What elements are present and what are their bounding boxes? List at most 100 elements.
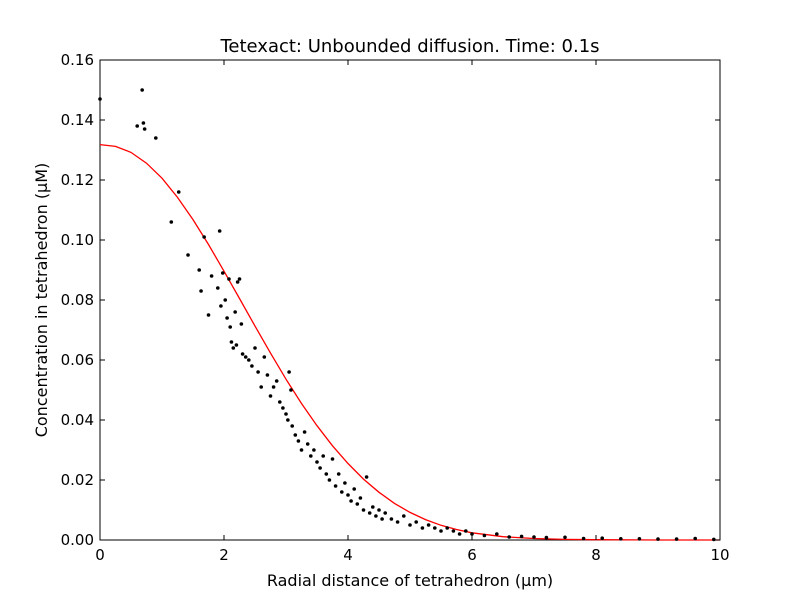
data-point-10 xyxy=(199,289,203,293)
data-point-78 xyxy=(389,517,394,521)
x-ticks: 0 2 4 6 8 10 xyxy=(95,60,730,564)
data-point-13 xyxy=(209,274,214,278)
data-point-7 xyxy=(176,190,181,194)
data-point-57 xyxy=(321,454,326,458)
chart-title: Tetexact: Unbounded diffusion. Time: 0.1… xyxy=(219,36,599,57)
y-tick-label: 0.14 xyxy=(61,111,94,129)
data-point-62 xyxy=(336,472,341,476)
data-point-54 xyxy=(312,448,316,452)
x-tick-label: 10 xyxy=(710,546,729,564)
data-point-11 xyxy=(202,235,206,239)
data-point-101 xyxy=(619,537,623,541)
model-curve-line xyxy=(99,143,720,541)
x-axis-label: Radial distance of tetrahedron (μm) xyxy=(267,571,553,590)
data-point-79 xyxy=(395,520,400,524)
data-point-53 xyxy=(309,454,313,458)
data-point-70 xyxy=(361,508,366,512)
data-point-4 xyxy=(142,127,147,131)
data-point-39 xyxy=(271,385,276,389)
x-tick-label: 6 xyxy=(467,546,477,564)
data-point-16 xyxy=(219,304,223,308)
data-point-61 xyxy=(333,484,338,488)
y-tick-label: 0.10 xyxy=(61,231,94,249)
data-point-59 xyxy=(327,478,332,482)
data-point-41 xyxy=(278,400,282,404)
data-point-18 xyxy=(223,298,228,302)
y-ticks: 0.00 0.02 0.04 0.06 0.08 0.10 0.12 0.14 0.16 xyxy=(61,51,720,549)
data-point-32 xyxy=(250,364,254,368)
data-point-12 xyxy=(206,313,211,317)
data-point-45 xyxy=(287,370,291,374)
data-point-56 xyxy=(318,466,322,470)
data-point-95 xyxy=(519,534,524,539)
data-point-105 xyxy=(693,536,697,541)
y-tick-label: 0.00 xyxy=(61,531,94,549)
data-point-47 xyxy=(290,424,295,428)
data-point-74 xyxy=(374,514,378,518)
data-point-17 xyxy=(220,271,225,275)
data-point-30 xyxy=(243,355,248,359)
data-point-48 xyxy=(293,433,298,437)
data-point-44 xyxy=(286,418,290,422)
data-point-84 xyxy=(426,523,431,527)
data-point-76 xyxy=(380,517,384,521)
data-point-42 xyxy=(281,406,285,410)
data-point-20 xyxy=(227,277,231,281)
data-point-1 xyxy=(135,124,139,128)
y-tick-label: 0.06 xyxy=(61,351,94,369)
data-point-27 xyxy=(237,277,242,281)
data-point-104 xyxy=(674,537,679,541)
data-point-80 xyxy=(402,514,406,518)
data-point-68 xyxy=(355,502,360,506)
data-point-8 xyxy=(186,253,190,257)
plot-area: 0 2 4 6 8 10 0.00 0.02 0.04 0.06 0.08 0.10 0.12 0.14… xyxy=(61,51,730,564)
data-point-106 xyxy=(712,537,716,542)
data-point-0 xyxy=(98,97,102,101)
data-point-82 xyxy=(414,520,419,524)
data-point-14 xyxy=(216,286,220,290)
data-point-49 xyxy=(296,439,301,443)
data-point-91 xyxy=(470,532,474,536)
data-point-6 xyxy=(169,220,174,224)
data-point-69 xyxy=(358,496,363,500)
data-point-25 xyxy=(234,343,239,347)
y-tick-label: 0.12 xyxy=(61,171,94,189)
data-point-63 xyxy=(340,490,344,494)
x-tick-label: 0 xyxy=(95,546,105,564)
data-points-group xyxy=(98,88,716,542)
data-point-86 xyxy=(439,529,443,533)
data-point-73 xyxy=(371,505,375,509)
data-point-99 xyxy=(581,536,586,541)
data-point-81 xyxy=(408,523,412,527)
data-point-100 xyxy=(600,536,604,540)
data-point-89 xyxy=(457,532,462,536)
data-point-64 xyxy=(343,481,347,485)
data-point-90 xyxy=(464,529,468,533)
y-tick-label: 0.04 xyxy=(61,411,94,429)
data-point-75 xyxy=(377,508,381,512)
data-point-93 xyxy=(495,532,499,536)
data-point-103 xyxy=(656,537,660,541)
x-tick-label: 2 xyxy=(219,546,229,564)
data-point-33 xyxy=(253,346,257,350)
data-point-58 xyxy=(324,472,329,476)
data-point-97 xyxy=(544,535,549,540)
data-point-51 xyxy=(302,430,307,434)
data-point-102 xyxy=(637,537,642,541)
data-point-35 xyxy=(259,385,264,389)
data-point-98 xyxy=(563,535,567,540)
data-point-72 xyxy=(367,511,372,515)
data-point-85 xyxy=(433,526,437,530)
data-point-26 xyxy=(235,280,240,284)
data-point-21 xyxy=(228,325,232,329)
model-curve-group xyxy=(99,143,720,541)
data-point-66 xyxy=(349,499,353,503)
data-point-46 xyxy=(289,388,293,392)
data-point-31 xyxy=(247,358,251,362)
y-axis-label: Concentration in tetrahedron (μM) xyxy=(32,163,51,438)
data-point-96 xyxy=(532,535,536,539)
y-tick-label: 0.16 xyxy=(61,51,94,69)
data-point-34 xyxy=(256,370,260,374)
x-tick-label: 4 xyxy=(343,546,353,564)
